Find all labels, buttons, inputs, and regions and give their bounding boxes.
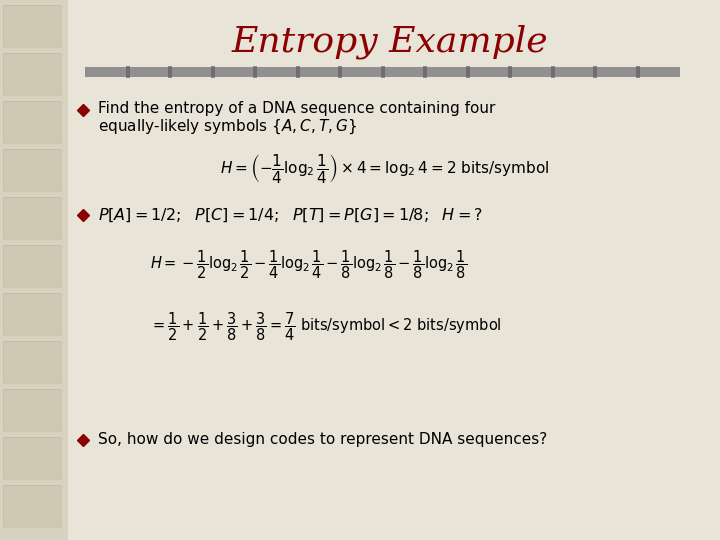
Bar (0, 0, 68, 540)
Bar (3, 149, 61, 191)
Bar (380, 66, 384, 78)
Bar (423, 66, 427, 78)
Bar (168, 66, 172, 78)
Bar (3, 197, 61, 239)
Text: $P[A]=1/2;\ \ P[C]=1/4;\ \ P[T]=P[G]=1/8;\ \ H=?$: $P[A]=1/2;\ \ P[C]=1/4;\ \ P[T]=P[G]=1/8… (98, 207, 483, 225)
Bar (338, 66, 342, 78)
Bar (3, 341, 61, 383)
Bar (3, 389, 61, 431)
Bar (3, 197, 61, 239)
Bar (3, 5, 61, 47)
Bar (253, 66, 257, 78)
Text: $H = \left(-\dfrac{1}{4}\log_2 \dfrac{1}{4}\right) \times 4 = \log_2 4 = 2\ \mat: $H = \left(-\dfrac{1}{4}\log_2 \dfrac{1}… (220, 152, 549, 185)
Bar (3, 293, 61, 335)
Text: Find the entropy of a DNA sequence containing four: Find the entropy of a DNA sequence conta… (98, 101, 495, 116)
Bar (3, 485, 61, 527)
Text: equally-likely symbols $\{A,C,T,G\}$: equally-likely symbols $\{A,C,T,G\}$ (98, 118, 357, 137)
Bar (3, 101, 61, 143)
Bar (210, 66, 215, 78)
Bar (3, 5, 61, 47)
Bar (3, 149, 61, 191)
Text: So, how do we design codes to represent DNA sequences?: So, how do we design codes to represent … (98, 432, 547, 447)
Bar (3, 245, 61, 287)
Bar (3, 341, 61, 383)
Text: $= \dfrac{1}{2} + \dfrac{1}{2} + \dfrac{3}{8} + \dfrac{3}{8} = \dfrac{7}{4}\ \ma: $= \dfrac{1}{2} + \dfrac{1}{2} + \dfrac{… (150, 310, 502, 342)
Bar (466, 66, 469, 78)
Bar (3, 437, 61, 479)
Bar (125, 66, 130, 78)
Text: Entropy Example: Entropy Example (232, 25, 549, 59)
Bar (508, 66, 512, 78)
Bar (3, 101, 61, 143)
Bar (3, 389, 61, 431)
Bar (3, 437, 61, 479)
Bar (295, 66, 300, 78)
Bar (3, 245, 61, 287)
Bar (3, 485, 61, 527)
Bar (551, 66, 554, 78)
Bar (3, 293, 61, 335)
Bar (593, 66, 597, 78)
Text: $H = -\dfrac{1}{2}\log_2 \dfrac{1}{2} - \dfrac{1}{4}\log_2 \dfrac{1}{4} - \dfrac: $H = -\dfrac{1}{2}\log_2 \dfrac{1}{2} - … (150, 248, 467, 281)
Bar (3, 53, 61, 95)
Bar (636, 66, 639, 78)
Bar (3, 53, 61, 95)
Bar (85, 67, 680, 77)
